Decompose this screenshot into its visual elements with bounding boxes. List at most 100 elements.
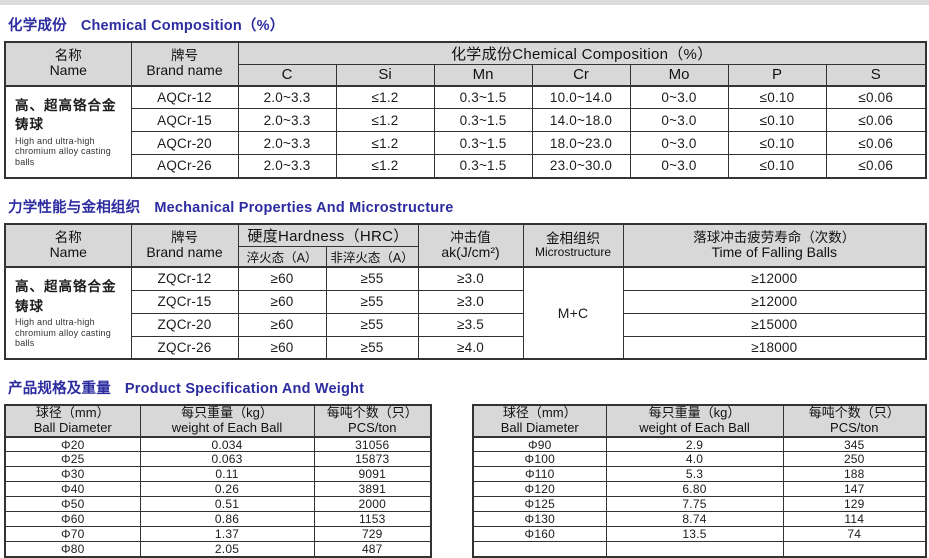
table-cell: ≤1.2: [335, 108, 435, 132]
table-cell: 2.0~3.3: [237, 85, 337, 109]
table-cell: ≤0.10: [727, 108, 827, 132]
table-cell: 14.0~18.0: [531, 108, 631, 132]
table-cell: 0.3~1.5: [433, 85, 533, 109]
table-cell: ≥3.0: [417, 289, 524, 314]
col-header-hardness: 硬度Hardness（HRC）: [237, 223, 419, 247]
table-cell: ≥55: [325, 289, 419, 314]
table-cell: 2.05: [139, 541, 315, 558]
table-cell: 147: [782, 481, 927, 498]
table-cell: ≤1.2: [335, 85, 435, 109]
table-cell: 10.0~14.0: [531, 85, 631, 109]
table-cell: Φ110: [472, 466, 607, 483]
section-title-zh: 产品规格及重量: [8, 381, 111, 397]
table-cell: ≥60: [237, 289, 327, 314]
table-cell: Φ100: [472, 451, 607, 468]
brand-cell: ZQCr-26: [130, 335, 239, 360]
table-row: Φ40 0.26 3891: [4, 481, 432, 498]
col-header-microstructure: 金相组织 Microstructure: [522, 223, 624, 268]
table-cell: 0.51: [139, 496, 315, 513]
col-header-weight-each-ball: 每只重量（kg） weight of Each Ball: [139, 404, 315, 438]
table-cell: 1.37: [139, 526, 315, 543]
microstructure-value-cell: M+C: [522, 266, 624, 360]
brand-cell: AQCr-12: [130, 85, 239, 109]
brand-cell: ZQCr-20: [130, 312, 239, 337]
table-row: AQCr-20 2.0~3.3 ≤1.2 0.3~1.5 18.0~23.0 0…: [5, 131, 927, 155]
col-header-Mn: Mn: [433, 64, 533, 86]
brand-cell: AQCr-26: [130, 154, 239, 178]
table-row: Φ120 6.80 147: [472, 481, 927, 498]
section-title-zh: 化学成份: [8, 18, 67, 34]
table-cell: 0~3.0: [629, 85, 729, 109]
col-header-non-quenched: 非淬火态（A）: [325, 245, 419, 268]
table-cell: 0~3.0: [629, 131, 729, 155]
table-cell: 188: [782, 466, 927, 483]
table-cell: Φ40: [4, 481, 141, 498]
table-row: Φ160 13.5 74: [472, 526, 927, 543]
col-header-chemical-composition: 化学成份Chemical Composition（%）: [237, 41, 927, 65]
chemical-composition-table: 名称 Name 牌号 Brand name 化学成份Chemical Compo…: [4, 41, 928, 179]
product-name-en: High and ultra-high chromium alloy casti…: [15, 317, 111, 349]
section-title-product-specification: 产品规格及重量 Product Specification And Weight: [8, 377, 921, 398]
table-cell: 487: [313, 541, 432, 558]
table-cell: [472, 541, 607, 558]
table-cell: Φ70: [4, 526, 141, 543]
table-cell: 0~3.0: [629, 108, 729, 132]
col-header-name: 名称 Name: [4, 223, 132, 268]
table-row: Φ130 8.74 114: [472, 511, 927, 528]
spec-tables-container: 球径（mm） Ball Diameter 每只重量（kg） weight of …: [4, 404, 927, 558]
table-cell: 2.9: [605, 436, 784, 453]
table-cell: ≤1.2: [335, 131, 435, 155]
section-title-zh: 力学性能与金相组织: [8, 199, 141, 216]
product-name-cell: 高、超高铬合金铸球 High and ultra-high chromium a…: [4, 85, 132, 178]
brand-cell: AQCr-20: [130, 131, 239, 155]
table-row: Φ20 0.034 31056: [4, 436, 432, 453]
section-title-en: Chemical Composition（%）: [80, 18, 285, 34]
table-cell: 2.0~3.3: [237, 108, 337, 132]
section-title-chemical-composition: 化学成份 Chemical Composition（%）: [8, 14, 921, 35]
table-cell: [605, 541, 784, 558]
table-cell: 2.0~3.3: [237, 131, 337, 155]
section-title-en: Mechanical Properties And Microstructure: [154, 199, 454, 216]
brand-cell: AQCr-15: [130, 108, 239, 132]
table-row: Φ30 0.11 9091: [4, 466, 432, 483]
table-cell: 4.0: [605, 451, 784, 468]
table-cell: 2.0~3.3: [237, 154, 337, 178]
col-header-pcs-per-ton: 每吨个数（只） PCS/ton: [782, 404, 927, 438]
table-cell: Φ125: [472, 496, 607, 513]
spec-table-left: 球径（mm） Ball Diameter 每只重量（kg） weight of …: [4, 404, 432, 558]
table-cell: Φ120: [472, 481, 607, 498]
table-cell: ≥60: [237, 335, 327, 360]
table-cell: Φ60: [4, 511, 141, 528]
col-header-falling-ball-life: 落球冲击疲劳寿命（次数） Time of Falling Balls: [622, 223, 927, 268]
table-cell: 0.11: [139, 466, 315, 483]
table-cell: Φ80: [4, 541, 141, 558]
table-cell: ≤0.06: [825, 131, 927, 155]
table-cell: ≤0.10: [727, 131, 827, 155]
table-row: Φ90 2.9 345: [472, 436, 927, 453]
table-row: ZQCr-15 ≥60 ≥55 ≥3.0 ≥12000: [5, 289, 927, 314]
table-cell: ≥18000: [622, 335, 927, 360]
table-cell: 114: [782, 511, 927, 528]
table-cell: 23.0~30.0: [531, 154, 631, 178]
product-name-zh: 高、超高铬合金铸球: [15, 279, 117, 314]
table-cell: ≥12000: [622, 289, 927, 314]
table-cell: 0.034: [139, 436, 315, 453]
mechanical-properties-table: 名称 Name 牌号 Brand name 硬度Hardness（HRC） 冲击…: [4, 222, 928, 360]
col-header-Mo: Mo: [629, 64, 729, 86]
col-header-weight-each-ball: 每只重量（kg） weight of Each Ball: [605, 404, 784, 438]
table-row: Φ100 4.0 250: [472, 451, 927, 468]
table-row: Φ70 1.37 729: [4, 526, 432, 543]
table-header-row: 淬火态（A） 非淬火态（A）: [5, 245, 926, 268]
table-cell: ≥3.5: [417, 312, 524, 337]
col-header-ball-diameter: 球径（mm） Ball Diameter: [4, 404, 141, 438]
table-cell: Φ20: [4, 436, 141, 453]
table-cell: Φ50: [4, 496, 141, 513]
table-row: AQCr-26 2.0~3.3 ≤1.2 0.3~1.5 23.0~30.0 0…: [5, 154, 927, 178]
table-cell: ≤0.06: [825, 85, 927, 109]
section-title-en: Product Specification And Weight: [124, 381, 365, 397]
table-cell: ≥55: [325, 312, 419, 337]
table-cell: 31056: [313, 436, 432, 453]
table-cell: 3891: [313, 481, 432, 498]
product-name-en: High and ultra-high chromium alloy casti…: [15, 135, 111, 167]
col-header-impact-value: 冲击值 ak(J/cm²): [417, 223, 524, 268]
